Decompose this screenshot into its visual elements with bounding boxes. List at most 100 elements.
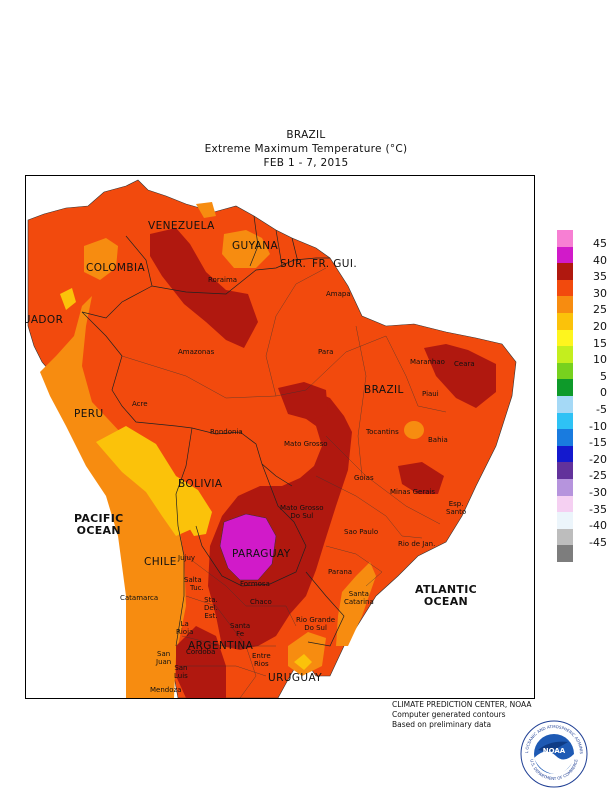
label-catamarca: Catamarca [120,594,159,602]
zone-20-25-uruguay [294,654,312,670]
legend-row: -35 [557,495,607,516]
legend-swatch [557,429,573,446]
legend-value: -10 [589,419,607,433]
label-ceara: Ceara [454,360,475,368]
footer-note: Based on preliminary data [392,720,492,729]
label-san-juan: San Juan [156,650,172,666]
label-sao-paulo: Sao Paulo [344,528,379,536]
zone-35-40-minas [398,462,444,494]
legend-value: 15 [593,336,607,350]
legend-swatch [557,528,573,546]
label-rio-grande-do-sul: Rio Grande Do Sul [296,616,336,632]
map-canvas [27,179,517,698]
zone-25-30-southcoast [336,562,376,646]
zone-35-40-central [208,388,352,650]
label-salta: Salta [184,576,202,584]
legend-row: 35 [557,263,607,284]
legend-value: 40 [593,253,607,267]
label-santiago-del-estero: Sta. Del. Est. [204,596,218,620]
label-minas-gerais: Minas Gerais [390,488,436,496]
label-cordoba: Cordoba [186,648,216,656]
label-amazonas: Amazonas [178,348,215,356]
legend-swatch [557,263,573,280]
state-borders [121,267,447,698]
legend-swatch [557,478,573,496]
label-la-rioja: La Rioja [176,620,194,636]
legend-swatch [557,312,573,330]
temperature-map: VENEZUELA GUYANA SUR. FR. GUI. COLOMBIA … [25,175,535,699]
footer-credits: CLIMATE PREDICTION CENTER, NOAA Computer… [392,700,531,730]
legend-swatch [557,462,573,479]
legend-row: -25 [557,462,607,483]
legend-row: 15 [557,329,607,350]
map-title-country: BRAZIL [286,129,326,141]
legend-value: 20 [593,319,607,333]
legend-swatch [557,379,573,396]
label-acre: Acre [132,400,148,408]
label-guyana: GUYANA [232,240,279,252]
label-mendoza: Mendoza [150,686,182,694]
zone-35-40-maranhao [424,344,496,408]
legend-value: -5 [596,402,607,416]
zone-35-40-goias [278,382,328,420]
label-mato-grosso-do-sul: Mato Grosso Do Sul [280,504,324,520]
logo-text: NOAA [543,747,566,755]
legend-value: 45 [593,237,607,250]
legend-value: -15 [589,436,607,450]
label-mato-grosso: Mato Grosso [284,440,328,448]
legend-value: 5 [600,369,607,383]
legend-swatch [557,545,573,562]
label-espirito-santo: Esp. Santo [446,500,467,516]
legend-row: -5 [557,395,607,416]
legend-swatch [557,246,573,264]
legend-swatch [557,445,573,463]
label-peru: PERU [74,408,104,420]
label-french-guiana: FR. GUI. [312,258,358,270]
legend-row: -20 [557,445,607,466]
legend-row: 25 [557,296,607,316]
label-venezuela: VENEZUELA [148,220,215,232]
label-rio-de-janeiro: Rio de Jan. [398,540,436,548]
label-parana: Parana [328,568,353,576]
label-amapa: Amapa [326,290,351,298]
label-para: Para [318,348,334,356]
legend-value: 35 [593,270,607,284]
legend-swatch [557,495,573,513]
label-maranhao: Maranhao [410,358,445,366]
legend-swatch [557,346,573,363]
legend-value: -40 [589,519,607,533]
legend-swatch [557,296,573,313]
legend-row: 5 [557,362,607,383]
legend-swatch [557,512,573,529]
legend-value: -20 [589,452,607,466]
legend-swatch [557,329,573,347]
map-title-variable: Extreme Maximum Temperature (°C) [204,143,408,155]
label-san-luis: San Luis [174,664,188,680]
label-goias: Goias [354,474,374,482]
legend-row: 20 [557,312,607,333]
label-uruguay: URUGUAY [268,672,323,684]
legend-row: 30 [557,279,607,300]
zone-20-25-ecuador [60,288,76,310]
legend-swatch [557,230,573,247]
legend-swatch [557,395,573,413]
legend-value: -25 [589,469,607,483]
legend-swatch [557,412,573,430]
legend-value: -45 [589,535,607,549]
zone-20-25-peru [96,426,194,536]
zone-25-30-guyana [222,230,270,268]
legend-row: -30 [557,478,607,498]
label-argentina: ARGENTINA [188,640,254,652]
legend-value: 30 [593,286,607,300]
color-legend: 45 40 35 30 25 20 15 10 5 0 -5 -10 -15 -20 -25 -30 -35 -4… [557,230,607,562]
legend-row: -45 [557,528,607,549]
zone-25-30-venezuela [196,202,216,218]
legend-value: -35 [589,502,607,516]
legend-row: 10 [557,346,607,366]
label-santa-catarina: Santa Catarina [344,590,374,606]
label-pacific-ocean: PACIFIC OCEAN [74,512,124,537]
legend-row: -15 [557,429,607,450]
label-ecuador: ECUADOR [26,314,64,326]
label-atlantic-ocean: ATLANTIC OCEAN [415,583,477,608]
country-borders [81,215,345,647]
